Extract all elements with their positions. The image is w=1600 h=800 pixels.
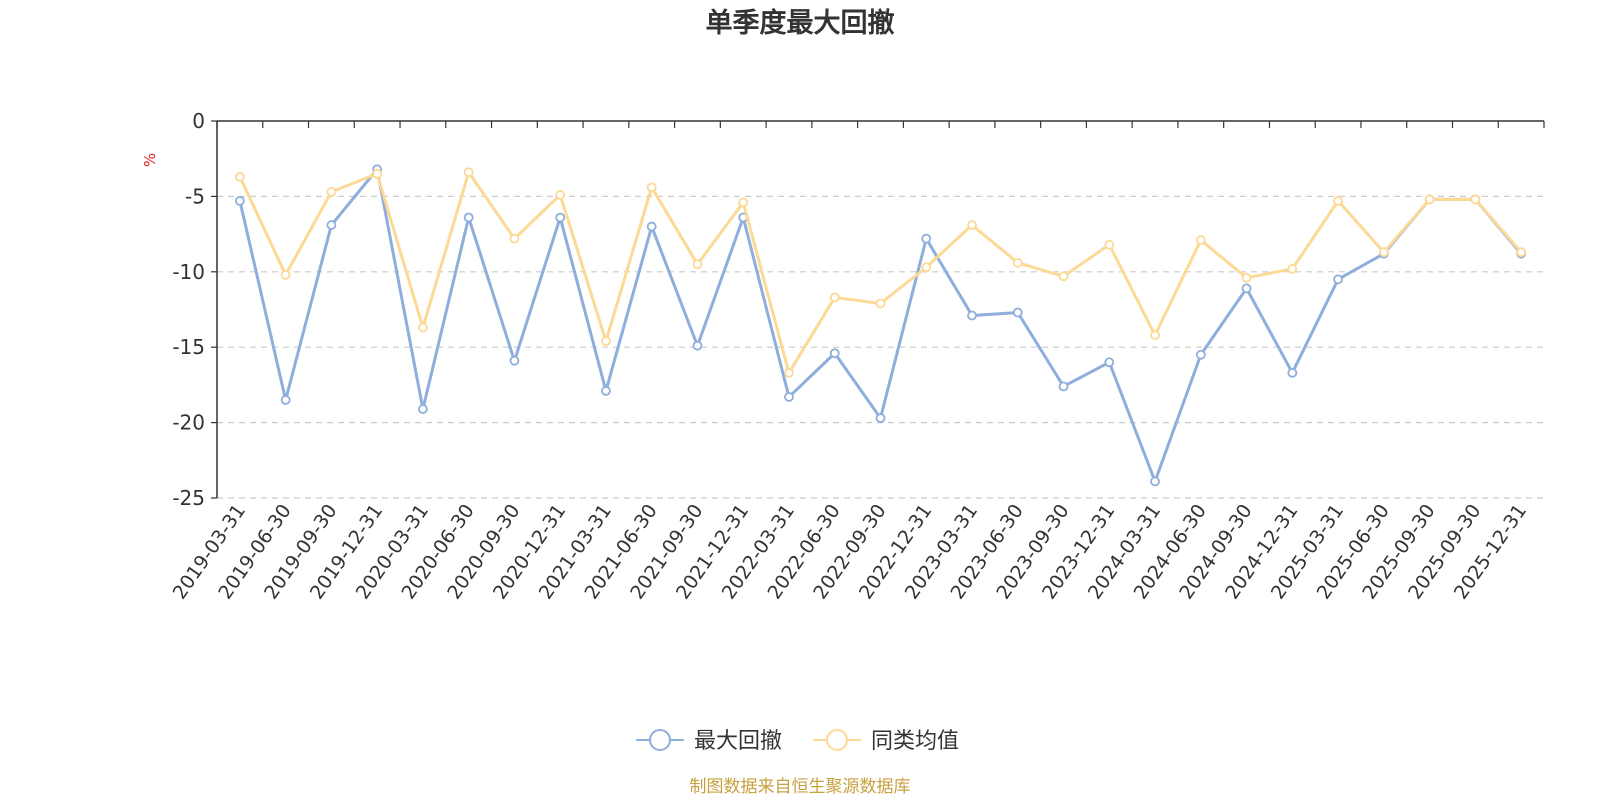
- data-point[interactable]: [1104, 239, 1115, 250]
- data-point[interactable]: [1516, 247, 1527, 258]
- data-point[interactable]: [463, 212, 474, 223]
- y-tick-label: -10: [172, 260, 205, 284]
- data-point[interactable]: [646, 182, 657, 193]
- y-tick-label: -5: [185, 184, 205, 208]
- data-point[interactable]: [829, 348, 840, 359]
- data-point[interactable]: [829, 292, 840, 303]
- data-point[interactable]: [1241, 272, 1252, 283]
- data-point[interactable]: [921, 233, 932, 244]
- data-point[interactable]: [463, 167, 474, 178]
- source-note: 制图数据来自恒生聚源数据库: [690, 777, 911, 797]
- data-point[interactable]: [784, 367, 794, 378]
- legend-label: 最大回撤: [694, 729, 782, 754]
- grid-lines: [217, 195, 1544, 499]
- data-point[interactable]: [1378, 247, 1389, 258]
- chart-title: 单季度最大回撤: [706, 7, 895, 39]
- data-point[interactable]: [234, 171, 245, 182]
- legend-marker-icon: [649, 729, 671, 751]
- data-point[interactable]: [509, 355, 520, 366]
- legend: 最大回撤 同类均值: [636, 729, 959, 754]
- legend-label: 同类均值: [871, 729, 959, 754]
- data-point[interactable]: [326, 220, 337, 230]
- data-point[interactable]: [1287, 367, 1298, 378]
- data-point[interactable]: [1150, 330, 1160, 341]
- data-point[interactable]: [646, 221, 657, 232]
- data-point[interactable]: [692, 259, 703, 270]
- x-axis-ticks: 2019-03-312019-06-302019-09-302019-12-31…: [169, 500, 1532, 603]
- data-point[interactable]: [1424, 194, 1435, 205]
- data-point[interactable]: [692, 340, 703, 351]
- data-point[interactable]: [967, 310, 977, 321]
- data-point[interactable]: [1012, 257, 1023, 268]
- y-tick-label: -20: [172, 411, 205, 435]
- data-point[interactable]: [555, 212, 566, 223]
- data-point[interactable]: [555, 189, 566, 200]
- data-point[interactable]: [875, 298, 886, 309]
- legend-item-max-drawdown[interactable]: 最大回撤: [636, 729, 782, 754]
- data-point[interactable]: [1241, 283, 1252, 294]
- data-point[interactable]: [1150, 476, 1160, 487]
- data-point[interactable]: [280, 395, 291, 405]
- data-point[interactable]: [967, 220, 977, 230]
- data-point[interactable]: [601, 386, 611, 396]
- data-point[interactable]: [1104, 357, 1115, 368]
- y-tick-label: 0: [192, 109, 205, 133]
- series-line: [238, 170, 1523, 375]
- series-1: [234, 167, 1527, 378]
- legend-item-category-average[interactable]: 同类均值: [813, 729, 959, 754]
- y-tick-label: -15: [172, 335, 205, 359]
- data-point[interactable]: [509, 233, 520, 244]
- axes: [211, 120, 1545, 499]
- data-point[interactable]: [1058, 381, 1069, 392]
- data-point[interactable]: [1470, 194, 1481, 205]
- data-point[interactable]: [234, 196, 245, 206]
- data-point[interactable]: [280, 269, 291, 280]
- data-point[interactable]: [601, 336, 611, 347]
- data-point[interactable]: [372, 168, 383, 179]
- y-axis-unit: %: [141, 153, 159, 167]
- data-point[interactable]: [418, 404, 428, 414]
- data-point[interactable]: [1333, 274, 1343, 285]
- y-tick-label: -25: [172, 486, 205, 510]
- data-point[interactable]: [1012, 307, 1023, 318]
- data-point[interactable]: [784, 392, 794, 402]
- data-point[interactable]: [1058, 271, 1069, 282]
- y-axis-ticks: 0 -5 -10 -15 -20 -25: [172, 109, 205, 510]
- data-point[interactable]: [1195, 235, 1206, 246]
- data-point[interactable]: [1195, 349, 1206, 360]
- legend-marker-icon: [826, 729, 848, 751]
- data-point[interactable]: [1333, 196, 1343, 206]
- data-point[interactable]: [326, 186, 337, 197]
- series-0: [234, 164, 1527, 487]
- data-point[interactable]: [875, 413, 886, 423]
- data-point[interactable]: [921, 262, 932, 273]
- series-layer: [234, 164, 1527, 487]
- data-point[interactable]: [1287, 263, 1298, 274]
- data-point[interactable]: [738, 197, 749, 208]
- data-point[interactable]: [418, 322, 428, 333]
